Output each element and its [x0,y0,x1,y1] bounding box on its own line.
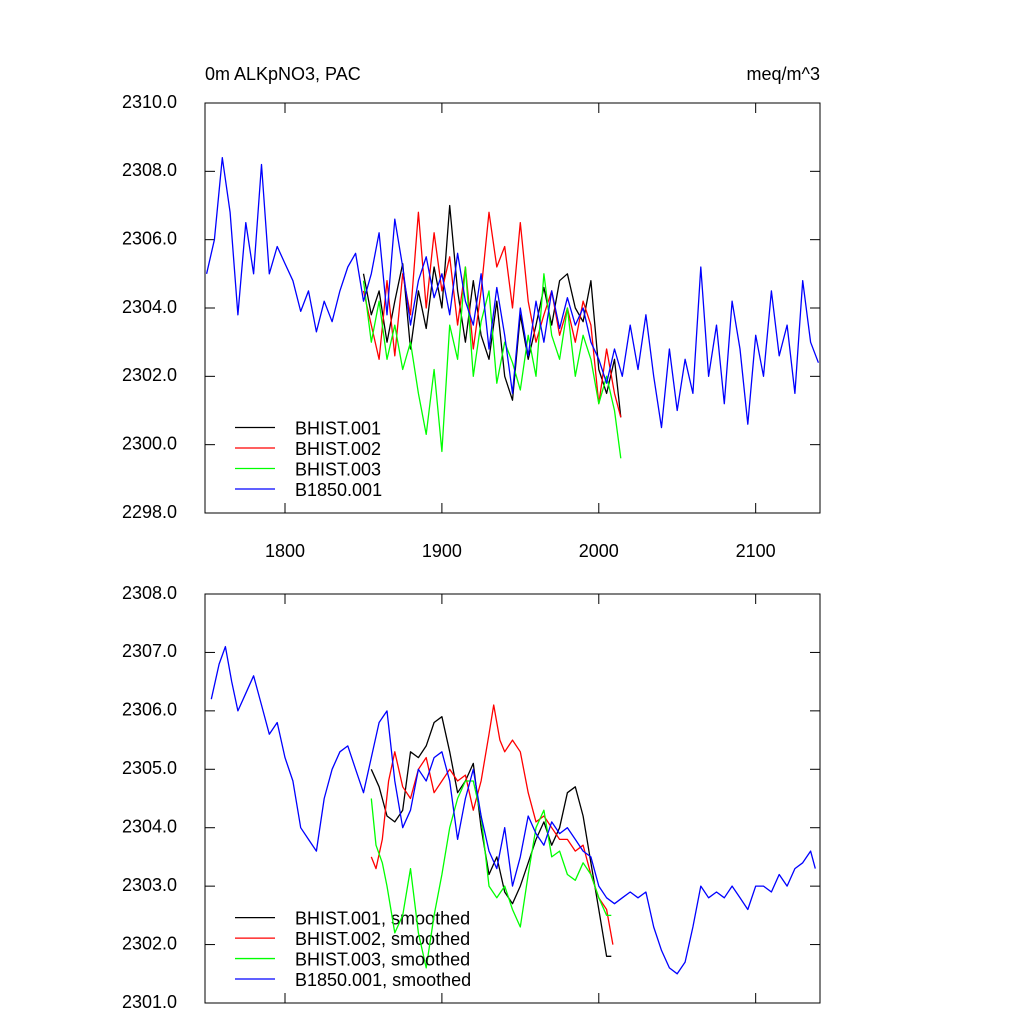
plot-frame [204,593,821,1004]
x-tick-label: 1800 [265,541,305,561]
legend-label: BHIST.001, smoothed [295,908,470,928]
y-tick-label: 2308.0 [122,583,177,603]
y-tick-label: 2302.0 [122,933,177,953]
y-tick-label: 2306.0 [122,700,177,720]
y-tick-label: 2300.0 [122,433,177,453]
y-tick-label: 2304.0 [122,816,177,836]
data-line [205,157,820,429]
y-tick-label: 2306.0 [122,228,177,248]
x-tick-label: 1900 [422,541,462,561]
y-tick-label: 2310.0 [122,92,177,112]
legend-label: BHIST.002, smoothed [295,929,470,949]
y-tick-label: 2303.0 [122,875,177,895]
y-tick-label: 2307.0 [122,641,177,661]
data-line [362,211,622,418]
y-tick-label: 2298.0 [122,502,177,522]
legend-label: BHIST.003 [295,459,381,479]
x-tick-label: 2000 [579,541,619,561]
legend-label: BHIST.001 [295,418,381,438]
chart-title: 0m ALKpNO3, PAC [205,64,361,84]
units-label: meq/m^3 [747,64,820,84]
y-tick-label: 2304.0 [122,297,177,317]
legend-label: BHIST.002 [295,439,381,459]
data-line [362,266,622,459]
data-line [210,645,816,975]
data-line [370,704,614,945]
y-tick-label: 2305.0 [122,758,177,778]
legend-label: B1850.001, smoothed [295,970,471,990]
y-tick-label: 2301.0 [122,992,177,1012]
y-tick-label: 2308.0 [122,160,177,180]
legend-label: B1850.001 [295,480,382,500]
y-tick-label: 2302.0 [122,365,177,385]
legend-label: BHIST.003, smoothed [295,949,470,969]
data-line [370,716,612,957]
x-tick-label: 2100 [736,541,776,561]
data-line [370,780,612,969]
